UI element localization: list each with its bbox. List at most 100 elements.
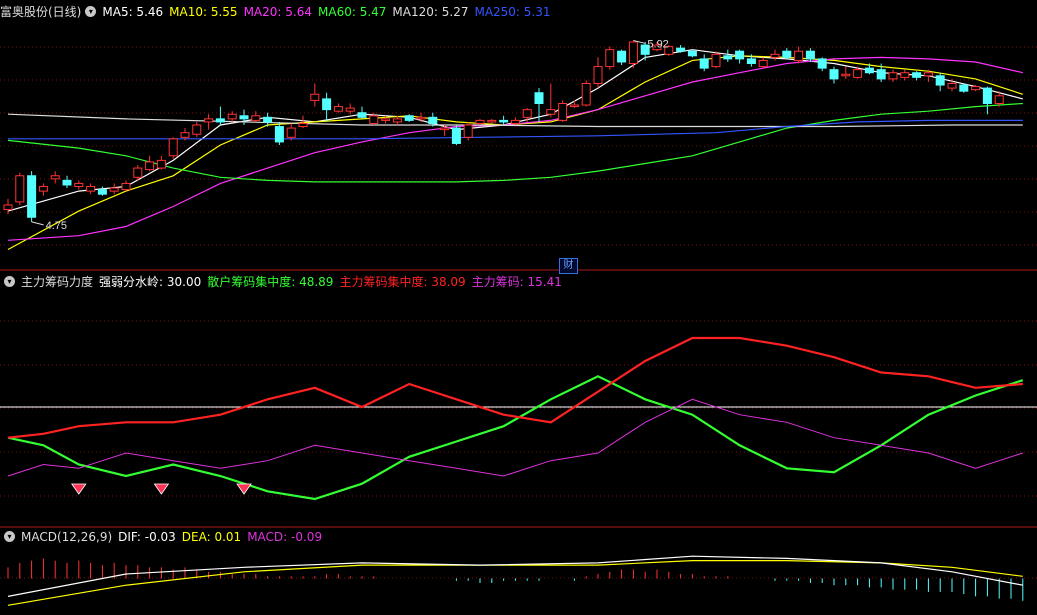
- candle-body: [121, 182, 131, 191]
- dif-label: DIF: -0.03: [118, 530, 176, 544]
- candle-body: [192, 124, 202, 135]
- chip-series-line: [7, 375, 1024, 501]
- ma5-label: MA5: 5.46: [102, 5, 164, 19]
- candle-body: [416, 116, 426, 120]
- stock-name: 富奥股份(日线): [0, 5, 82, 19]
- candle-body: [404, 115, 414, 121]
- chip-series-line: [7, 398, 1023, 477]
- retail-label: 散户筹码集中度: 48.89: [207, 275, 334, 289]
- dea-line: [7, 559, 1023, 606]
- candle-body: [15, 175, 25, 203]
- candle-body: [758, 59, 768, 68]
- candle-body: [581, 83, 591, 106]
- low-pointer: [31, 221, 44, 226]
- candle-body: [392, 118, 402, 123]
- candle-body: [27, 175, 37, 218]
- low-price-label: 4.75: [46, 220, 67, 232]
- ma-line-ma250: [8, 119, 1023, 140]
- candle-body: [286, 127, 296, 138]
- main-chip-label: 主力筹码: 15.41: [471, 275, 562, 289]
- candle-body: [38, 186, 48, 192]
- high-pointer: [633, 39, 646, 44]
- candle-body: [652, 44, 662, 51]
- candle-body: [97, 189, 107, 195]
- settings-circle-icon[interactable]: ▾: [4, 276, 15, 287]
- candle-body: [180, 132, 190, 138]
- ma-line-ma5: [7, 49, 1023, 212]
- diamond-marker-icon: [153, 483, 170, 495]
- candle-body: [959, 84, 969, 92]
- candle-body: [817, 58, 827, 69]
- candle-body: [440, 127, 450, 131]
- ma-line-ma60: [7, 102, 1023, 183]
- ma120-label: MA120: 5.27: [392, 5, 469, 19]
- price-panel-header: 富奥股份(日线) ▾ MA5: 5.46 MA10: 5.55 MA20: 5.64 MA…: [0, 4, 557, 20]
- candle-body: [794, 50, 804, 61]
- candle-body: [947, 83, 957, 89]
- candle-body: [735, 50, 745, 60]
- diamond-marker-icon: [236, 483, 252, 495]
- candle-body: [605, 49, 615, 68]
- macd-title: MACD(12,26,9): [21, 530, 113, 544]
- ma-line-ma20: [7, 56, 1023, 241]
- candle-body: [687, 50, 697, 57]
- candle-body: [971, 86, 981, 91]
- candle-body: [841, 73, 851, 77]
- chip-title: 主力筹码力度: [21, 275, 94, 289]
- candle-body: [782, 50, 792, 58]
- candle-body: [333, 106, 343, 112]
- financial-report-badge[interactable]: 财: [559, 258, 578, 274]
- candle-body: [982, 87, 992, 104]
- candle-body: [628, 41, 638, 65]
- candle-body: [994, 95, 1004, 104]
- candle-body: [274, 126, 284, 143]
- candle-body: [699, 58, 709, 69]
- candle-body: [86, 186, 96, 192]
- chip-series-line: [7, 336, 1023, 439]
- ma-line-ma120: [7, 113, 1023, 128]
- candle-body: [617, 50, 627, 63]
- candle-body: [912, 72, 922, 78]
- candle-body: [428, 116, 438, 124]
- candle-body: [227, 113, 237, 120]
- candle-body: [310, 93, 320, 101]
- candle-body: [322, 98, 332, 111]
- candle-body: [876, 69, 886, 80]
- candle-body: [770, 53, 780, 58]
- candle-body: [711, 53, 721, 68]
- macd-value-label: MACD: -0.09: [247, 530, 323, 544]
- threshold-label: 强弱分水岭: 30.00: [99, 275, 202, 289]
- candle-body: [50, 175, 60, 180]
- candle-body: [298, 122, 308, 128]
- candle-body: [935, 75, 945, 86]
- candle-body: [487, 119, 497, 123]
- high-price-label: 5.92: [647, 38, 668, 50]
- candle-body: [900, 72, 910, 78]
- candle-body: [522, 109, 532, 118]
- dea-label: DEA: 0.01: [181, 530, 242, 544]
- candle-body: [569, 104, 579, 108]
- candle-body: [215, 118, 225, 123]
- candle-body: [204, 118, 214, 123]
- candle-body: [357, 112, 367, 118]
- candle-body: [853, 69, 863, 78]
- candle-body: [74, 182, 84, 188]
- candle-body: [499, 119, 509, 123]
- ma60-label: MA60: 5.47: [318, 5, 387, 19]
- settings-circle-icon[interactable]: ▾: [4, 531, 15, 542]
- ma20-label: MA20: 5.64: [243, 5, 312, 19]
- candle-body: [640, 44, 650, 55]
- candle-body: [510, 119, 520, 124]
- candle-body: [62, 179, 72, 186]
- candle-body: [534, 92, 544, 104]
- candle-body: [864, 67, 874, 74]
- candle-body: [923, 72, 933, 77]
- settings-circle-icon[interactable]: ▾: [85, 6, 97, 17]
- candle-body: [746, 58, 756, 65]
- candle-body: [345, 107, 355, 112]
- ma-line-ma10: [7, 55, 1023, 251]
- candle-body: [109, 187, 119, 192]
- candle-body: [263, 116, 273, 123]
- diamond-marker-icon: [71, 483, 87, 495]
